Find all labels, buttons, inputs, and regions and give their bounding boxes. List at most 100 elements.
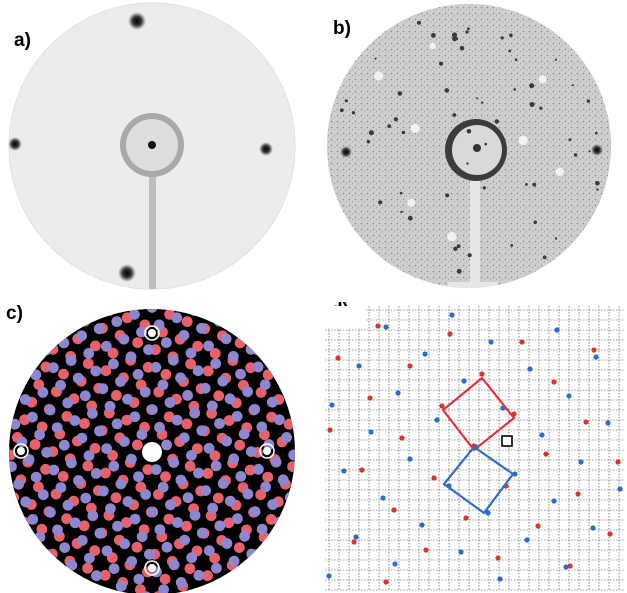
simulated-spot bbox=[133, 471, 144, 483]
leed-bright-blob bbox=[429, 42, 436, 50]
lattice-point bbox=[524, 537, 530, 543]
simulated-spot bbox=[184, 563, 196, 574]
leed-speck bbox=[366, 140, 371, 144]
leed-pattern-a bbox=[8, 2, 296, 290]
simulated-spot bbox=[30, 369, 42, 381]
simulated-spot bbox=[242, 386, 254, 398]
lattice-point bbox=[335, 355, 341, 361]
simulated-spot bbox=[66, 559, 78, 571]
leed-speck bbox=[573, 153, 578, 157]
lattice-point bbox=[375, 323, 381, 329]
simulated-spot bbox=[168, 354, 179, 366]
lattice-point bbox=[329, 402, 335, 408]
simulated-spot bbox=[178, 330, 190, 341]
simulated-spot bbox=[168, 457, 180, 468]
simulated-spot bbox=[171, 414, 183, 426]
simulated-spot bbox=[181, 418, 193, 430]
leed-speck bbox=[407, 215, 413, 221]
simulated-spot bbox=[256, 421, 268, 433]
simulated-spot bbox=[66, 457, 77, 469]
simulated-spot bbox=[228, 453, 240, 465]
simulated-spot bbox=[131, 541, 143, 553]
simulated-spot bbox=[30, 471, 42, 483]
simulated-spot bbox=[150, 464, 162, 475]
simulated-spot bbox=[80, 492, 92, 504]
blue-unit-cell bbox=[442, 445, 515, 515]
lattice-points bbox=[326, 312, 623, 585]
lattice-point bbox=[605, 420, 611, 426]
lattice-point bbox=[422, 351, 428, 357]
substrate-spot-ring bbox=[144, 560, 160, 576]
simulated-spot bbox=[262, 471, 274, 483]
simulated-spot bbox=[79, 390, 91, 402]
simulated-spot bbox=[270, 456, 282, 468]
simulated-spot bbox=[40, 344, 52, 356]
leed-speck bbox=[378, 200, 383, 205]
simulated-spot bbox=[195, 587, 206, 593]
lattice-point bbox=[353, 534, 359, 540]
simulated-spot bbox=[175, 474, 187, 486]
simulated-spot bbox=[160, 471, 171, 483]
simulated-spot bbox=[245, 446, 257, 457]
leed-speck bbox=[476, 97, 479, 100]
simulated-spot bbox=[234, 337, 246, 349]
simulated-spot bbox=[202, 468, 214, 479]
simulated-spot bbox=[20, 496, 32, 508]
leed-speck bbox=[393, 117, 398, 122]
simulated-spot bbox=[9, 461, 17, 473]
simulated-spot bbox=[224, 495, 236, 507]
simulated-spot bbox=[157, 379, 169, 391]
lattice-point bbox=[463, 515, 469, 521]
lattice-point bbox=[615, 459, 621, 465]
simulated-spot bbox=[105, 503, 116, 514]
simulated-spot bbox=[94, 425, 105, 437]
simulated-spot bbox=[223, 517, 235, 529]
simulated-spot bbox=[41, 447, 53, 458]
simulated-spot bbox=[48, 362, 59, 374]
simulated-spot bbox=[9, 492, 20, 503]
leed-speck bbox=[594, 131, 598, 135]
leed-speck bbox=[359, 259, 363, 262]
lattice-point bbox=[449, 312, 455, 318]
simulated-spot bbox=[52, 524, 63, 536]
simulated-spot bbox=[79, 315, 91, 327]
simulated-spot bbox=[125, 351, 137, 363]
simulated-spot bbox=[160, 369, 172, 380]
simulated-spot bbox=[125, 453, 137, 465]
simulated-spot bbox=[217, 375, 229, 387]
simulated-spot bbox=[277, 474, 289, 486]
leed-speck bbox=[360, 31, 363, 35]
simulated-spot bbox=[93, 323, 105, 335]
lattice-point bbox=[326, 573, 332, 579]
simulated-spot bbox=[186, 450, 197, 461]
leed-speck bbox=[542, 255, 547, 260]
simulated-spot bbox=[185, 358, 197, 370]
simulated-spot bbox=[220, 333, 232, 345]
simulated-spot bbox=[206, 400, 218, 412]
simulated-spot bbox=[9, 443, 10, 455]
lattice-point bbox=[383, 324, 389, 330]
simulated-spot bbox=[9, 418, 21, 430]
simulated-spot bbox=[129, 309, 140, 320]
simulated-spot bbox=[154, 524, 166, 535]
simulated-spot bbox=[108, 563, 120, 574]
substrate-unit-cell bbox=[501, 435, 513, 447]
simulated-spot bbox=[287, 461, 295, 473]
simulated-spot bbox=[104, 400, 116, 412]
simulated-spot bbox=[55, 379, 66, 391]
leed-speck bbox=[465, 30, 469, 34]
simulated-spot bbox=[224, 393, 236, 405]
simulated-spot bbox=[217, 478, 229, 489]
simulated-spot bbox=[150, 361, 162, 373]
simulated-spot bbox=[132, 439, 143, 451]
simulated-spot bbox=[281, 432, 292, 443]
simulated-spot bbox=[288, 449, 295, 461]
simulated-spot bbox=[239, 530, 251, 542]
simulated-spot bbox=[235, 368, 246, 380]
simulated-spot bbox=[234, 439, 246, 451]
simulated-spot bbox=[82, 460, 94, 472]
leed-speck bbox=[572, 84, 574, 87]
simulated-spot bbox=[189, 407, 201, 419]
leed-speck bbox=[417, 20, 421, 25]
simulated-spot bbox=[126, 556, 138, 567]
